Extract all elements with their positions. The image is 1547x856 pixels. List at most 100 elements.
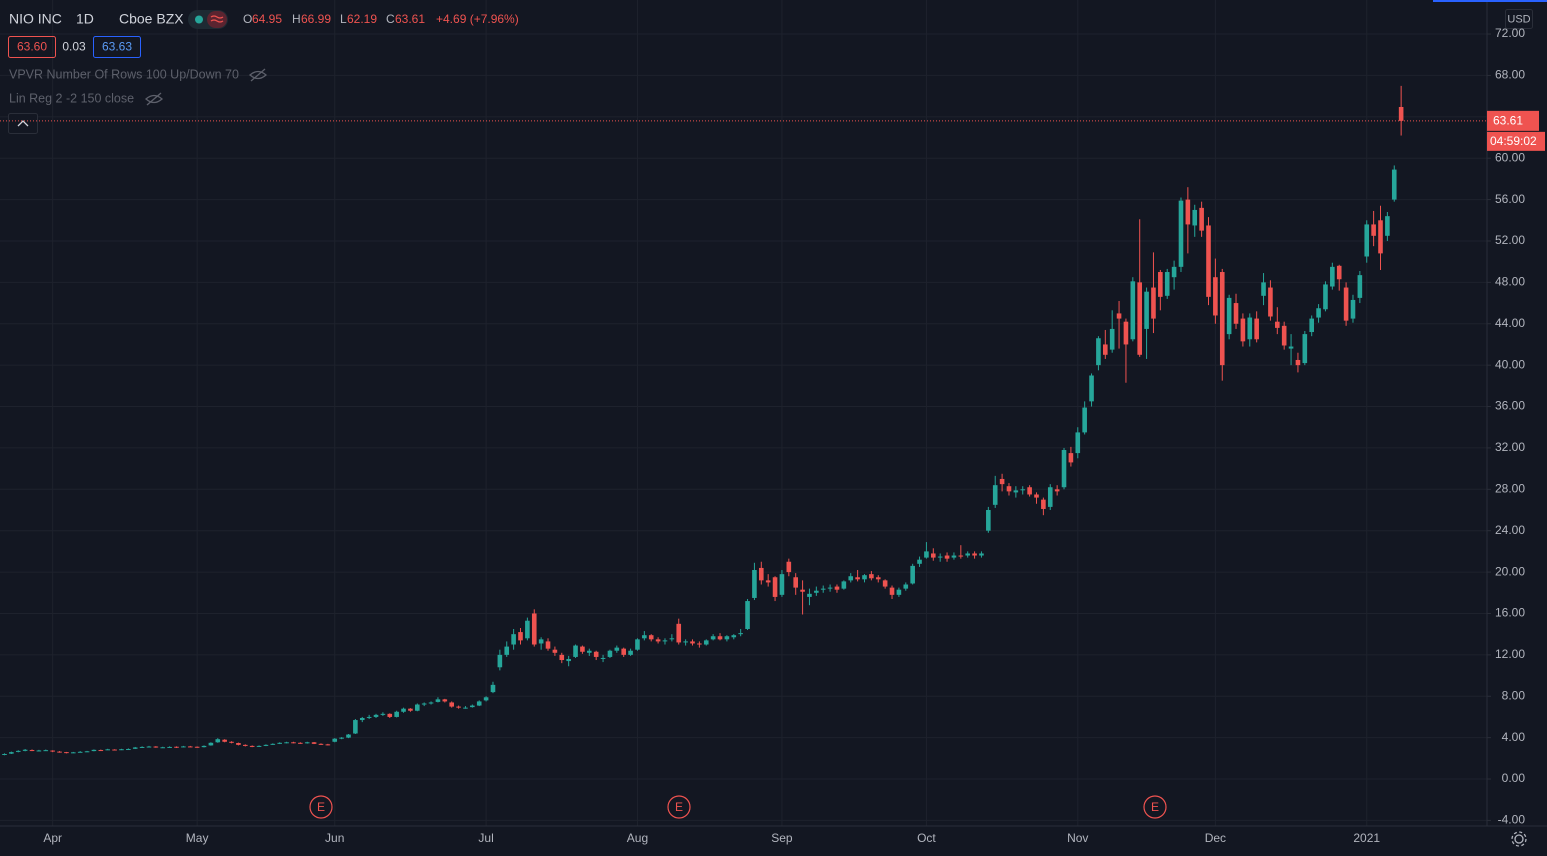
candle-body [1268, 287, 1273, 317]
y-tick-label: 0.00 [1502, 771, 1526, 785]
candle-body [1096, 338, 1101, 366]
change: +4.69 (+7.96%) [436, 12, 519, 26]
candle-body [1013, 490, 1019, 493]
candle-body [697, 643, 702, 645]
low-value: 62.19 [347, 12, 377, 26]
candle-body [36, 750, 42, 752]
candle-body [160, 747, 166, 749]
spread: 0.03 [62, 40, 86, 54]
candle-body [1398, 106, 1404, 121]
candle-body [1109, 328, 1115, 350]
candle-body [1164, 272, 1170, 296]
x-tick-label: Dec [1205, 831, 1226, 845]
x-tick-label: 2021 [1353, 831, 1380, 845]
candle-body [298, 742, 303, 744]
candle-body [463, 707, 468, 709]
x-tick-label: May [186, 831, 209, 845]
y-tick-label: 48.00 [1495, 275, 1525, 289]
y-tick-label: 16.00 [1495, 606, 1525, 620]
candle-body [600, 657, 606, 659]
candle-body [759, 567, 764, 581]
y-tick-label: 56.00 [1495, 192, 1525, 206]
candle-body [593, 651, 599, 657]
candle-body [22, 749, 28, 751]
candle-body [979, 553, 984, 556]
candle-body [497, 654, 503, 668]
hidden-icon[interactable] [145, 92, 163, 106]
y-tick-label: 52.00 [1495, 233, 1525, 247]
close-label: C [386, 12, 395, 26]
x-tick-label: Oct [917, 831, 936, 845]
candle-body [215, 739, 221, 743]
candle-body [243, 744, 248, 746]
candle-body [1371, 224, 1376, 236]
candle-body [621, 648, 626, 655]
candle-body [1309, 318, 1314, 333]
x-tick-label: Jul [478, 831, 493, 845]
candle-body [958, 555, 964, 557]
candle-body [84, 751, 90, 753]
candle-body [731, 635, 737, 638]
candle-body [346, 734, 351, 738]
candle-body [132, 747, 138, 749]
candle-body [827, 587, 833, 589]
candle-body [373, 714, 379, 717]
close-value: 63.61 [395, 12, 425, 26]
settings-icon[interactable] [1511, 831, 1527, 847]
market-status[interactable] [188, 10, 228, 29]
bid-box[interactable] [8, 36, 56, 58]
plot [2, 85, 1404, 756]
candle-body [291, 742, 296, 744]
earnings-marker[interactable] [309, 795, 333, 819]
candle-body [1261, 282, 1266, 296]
earnings-marker[interactable] [667, 795, 691, 819]
symbol[interactable]: NIO INC [9, 11, 62, 27]
candle-body [187, 746, 193, 748]
candle-body [1185, 199, 1191, 225]
gear-hub [1514, 834, 1524, 844]
collapse-button[interactable] [8, 113, 38, 134]
candle-body [1391, 169, 1397, 200]
ask-box[interactable] [93, 36, 141, 58]
indicator-vpvr[interactable]: VPVR Number Of Rows 100 Up/Down 70 [9, 67, 239, 81]
candle-body [869, 574, 874, 579]
currency-box[interactable] [1505, 9, 1533, 29]
candle-body [972, 553, 977, 556]
candle-body [655, 639, 661, 642]
eye-slash [250, 68, 266, 82]
candle-body [738, 633, 743, 635]
candle-body [1171, 266, 1177, 278]
indicator-linreg[interactable]: Lin Reg 2 -2 150 close [9, 91, 134, 105]
candle-body [442, 699, 448, 702]
candle-body [181, 746, 186, 748]
candle-body [57, 751, 62, 753]
candle-body [284, 742, 289, 744]
grid [0, 0, 1487, 826]
y-tick-label: -4.00 [1498, 813, 1526, 827]
candle-body [146, 746, 152, 748]
candle-body [944, 555, 950, 559]
candle-body [1385, 216, 1390, 236]
earnings-marker[interactable] [1143, 795, 1167, 819]
countdown-bg [1487, 131, 1545, 151]
candle-body [800, 589, 805, 592]
x-tick-label: Apr [43, 831, 62, 845]
open-value: 64.95 [252, 12, 282, 26]
candle-body [394, 711, 399, 717]
candle-body [325, 744, 331, 746]
candle-body [2, 753, 7, 755]
candle-body [1357, 275, 1363, 298]
candle-body [222, 739, 227, 742]
hidden-icon[interactable] [249, 68, 267, 82]
y-tick-label: 12.00 [1495, 647, 1525, 661]
candle-body [208, 742, 214, 746]
candle-body [910, 565, 915, 584]
candle-body [669, 638, 675, 640]
candle-body [256, 745, 262, 747]
candle-body [986, 510, 991, 531]
candle-body [882, 580, 888, 587]
interval[interactable]: 1D [76, 11, 94, 27]
candle-body [772, 577, 778, 597]
candle-body [421, 703, 427, 705]
